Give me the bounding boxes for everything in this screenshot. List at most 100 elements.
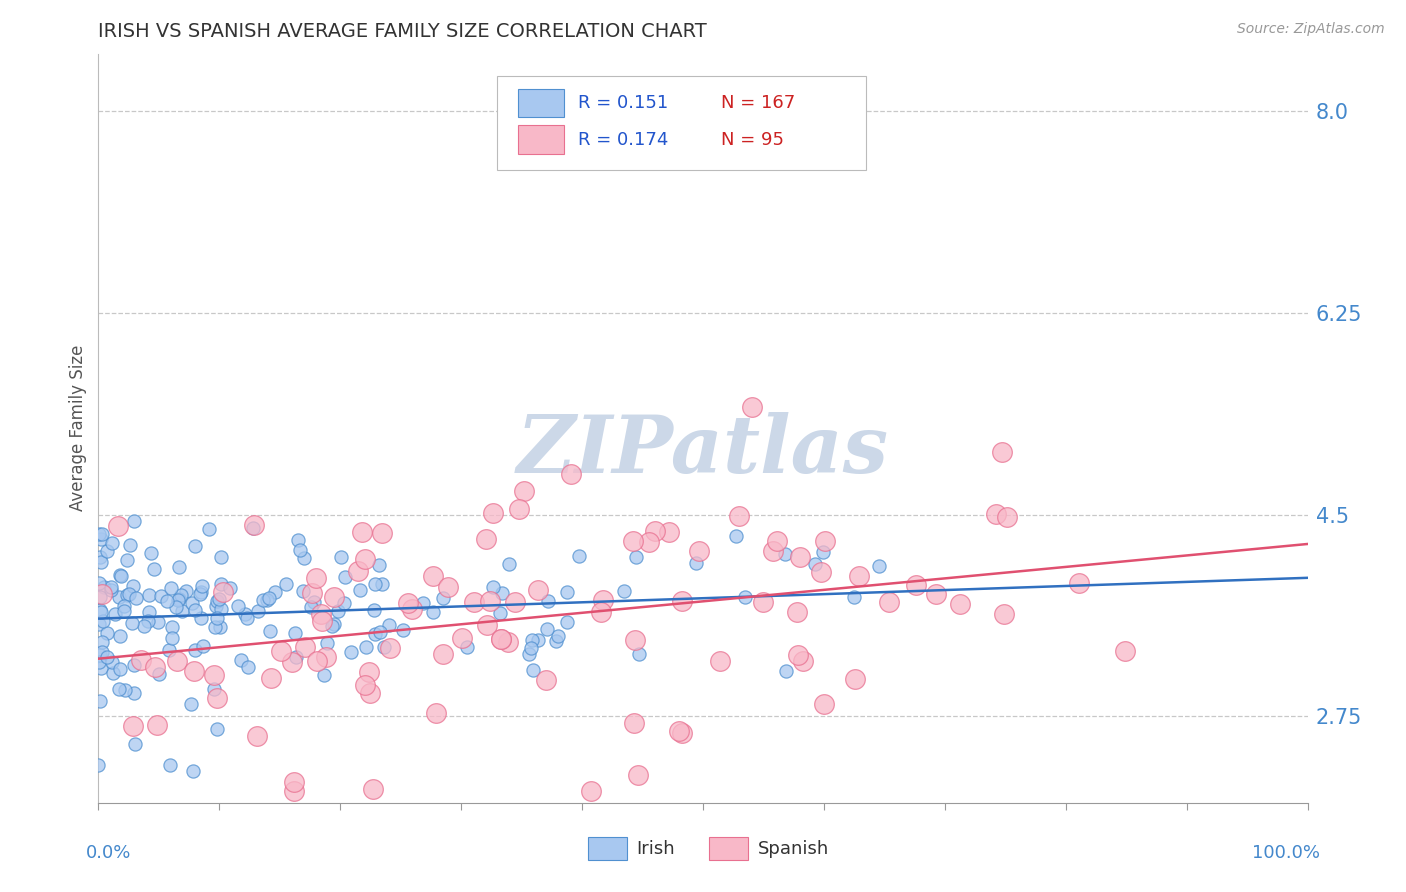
Point <box>842 591 865 605</box>
Point <box>422 605 444 619</box>
Point <box>536 622 558 636</box>
Point <box>508 501 530 516</box>
Point <box>488 606 510 620</box>
Point <box>219 582 242 596</box>
Point <box>170 589 193 603</box>
Point <box>209 550 232 565</box>
Point <box>112 599 135 614</box>
Point <box>100 582 122 597</box>
Point <box>725 529 748 543</box>
Point <box>283 774 305 789</box>
Point <box>437 580 460 594</box>
Point <box>236 611 259 625</box>
Point <box>91 615 114 629</box>
Text: N = 167: N = 167 <box>721 94 796 112</box>
Point <box>321 619 343 633</box>
Point <box>811 545 834 559</box>
Point <box>264 584 287 599</box>
Point <box>789 549 811 564</box>
Point <box>810 565 832 579</box>
Point <box>122 514 145 528</box>
Point <box>167 559 190 574</box>
Point <box>668 724 690 739</box>
Point <box>517 647 540 661</box>
Point <box>309 607 332 621</box>
Point <box>89 603 111 617</box>
Point <box>658 525 681 540</box>
Point <box>813 697 835 711</box>
Point <box>101 655 124 669</box>
Point <box>136 615 159 629</box>
Point <box>188 587 211 601</box>
Point <box>148 667 170 681</box>
Point <box>89 655 111 669</box>
Point <box>475 618 498 632</box>
Point <box>246 729 269 743</box>
Point <box>202 682 225 697</box>
Point <box>108 629 131 643</box>
Text: N = 95: N = 95 <box>721 131 785 149</box>
Point <box>814 534 837 549</box>
Point <box>352 524 374 539</box>
Point <box>114 682 136 697</box>
Point <box>401 602 423 616</box>
Point <box>773 547 796 561</box>
Point <box>786 648 808 663</box>
Point <box>125 591 148 606</box>
Text: R = 0.174: R = 0.174 <box>578 131 669 149</box>
Point <box>905 578 928 592</box>
Point <box>377 618 399 632</box>
Point <box>87 617 110 632</box>
Point <box>243 517 266 532</box>
FancyBboxPatch shape <box>517 88 564 117</box>
Point <box>191 579 214 593</box>
Point <box>91 527 114 541</box>
Point <box>688 543 710 558</box>
Point <box>90 555 112 569</box>
Point <box>107 519 129 533</box>
Point <box>89 648 111 662</box>
Point <box>432 647 454 661</box>
Point <box>335 570 357 584</box>
Point <box>520 633 543 648</box>
Point <box>96 625 118 640</box>
Point <box>589 606 612 620</box>
Point <box>432 591 454 605</box>
Point <box>323 616 346 631</box>
Point <box>132 619 155 633</box>
Point <box>110 569 132 583</box>
Point <box>283 784 305 798</box>
Point <box>557 584 579 599</box>
Point <box>315 636 337 650</box>
Point <box>294 640 316 655</box>
Point <box>90 586 112 600</box>
Point <box>209 602 232 616</box>
Point <box>287 533 309 548</box>
Point <box>765 533 787 548</box>
Point <box>302 595 325 609</box>
Text: Spanish: Spanish <box>758 839 828 857</box>
Point <box>359 665 381 680</box>
Point <box>361 781 384 796</box>
Point <box>627 647 650 661</box>
Point <box>121 578 143 592</box>
Point <box>312 668 335 682</box>
Point <box>354 678 377 692</box>
Point <box>167 592 190 607</box>
Point <box>281 655 304 669</box>
Point <box>762 543 785 558</box>
Point <box>107 591 129 605</box>
Point <box>183 764 205 778</box>
Point <box>207 594 229 608</box>
Point <box>89 694 111 708</box>
Point <box>170 604 193 618</box>
Point <box>87 758 110 772</box>
Point <box>489 632 512 646</box>
Point <box>157 643 180 657</box>
Point <box>568 549 591 564</box>
Point <box>101 666 124 681</box>
Point <box>537 594 560 608</box>
Point <box>190 584 212 599</box>
Point <box>121 718 143 732</box>
Point <box>205 690 228 705</box>
